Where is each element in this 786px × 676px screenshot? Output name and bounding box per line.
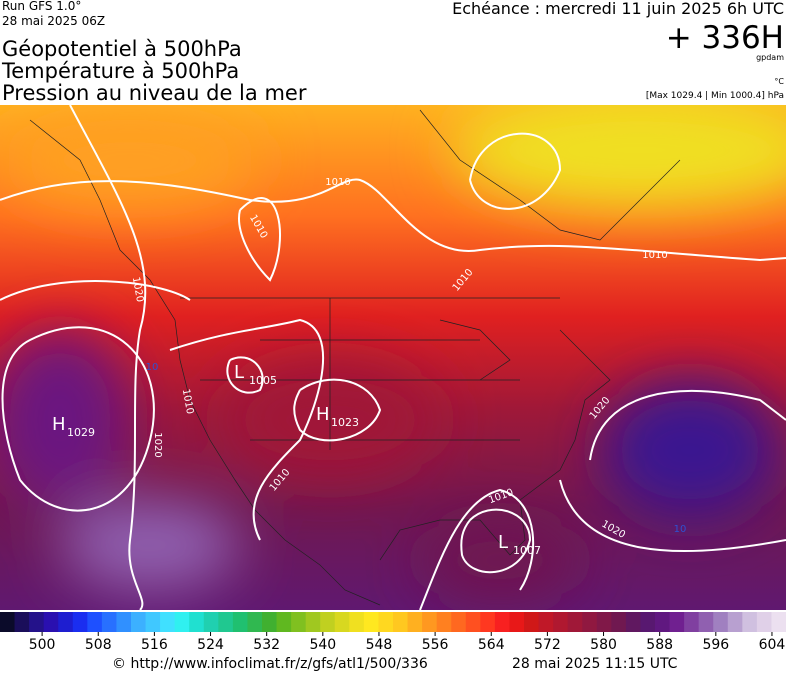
colorbar-swatch (189, 612, 205, 632)
colorbar-tick-label: 524 (197, 637, 224, 653)
colorbar-swatch (58, 612, 74, 632)
colorbar-tick-label: 588 (646, 637, 673, 653)
unit: gpdam (756, 53, 784, 62)
colorbar-swatch (436, 612, 452, 632)
pressure-center-value: 1005 (249, 374, 277, 387)
isobar-label: 1020 (152, 432, 163, 457)
colorbar-swatch (451, 612, 467, 632)
pressure-range: [Max 1029.4 | Min 1000.4] hPa (646, 91, 784, 101)
colorbar-tick-label: 540 (309, 637, 336, 653)
colorbar-swatch (509, 612, 525, 632)
colorbar-swatch (669, 612, 685, 632)
colorbar-swatch (160, 612, 176, 632)
pressure-center-value: 1029 (67, 426, 95, 439)
isotherm-label: 10 (674, 524, 687, 535)
colorbar-tick-label: 548 (366, 637, 393, 653)
colorbar: 500 508 516 524 532 540 548 556 564 572 580 588 596 6… (0, 612, 786, 653)
colorbar-swatch (0, 612, 16, 632)
colorbar-swatch (131, 612, 147, 632)
lead-time: + 336H (666, 20, 784, 56)
colorbar-swatch (480, 612, 496, 632)
colorbar-swatch (596, 612, 612, 632)
colorbar-swatch (14, 612, 30, 632)
colorbar-tick-label: 596 (702, 637, 729, 653)
colorbar-swatch (494, 612, 510, 632)
colorbar-swatch (698, 612, 714, 632)
colorbar-tick-label: 580 (590, 637, 617, 653)
isobar-label: 1010 (642, 250, 667, 261)
unit: °C (774, 77, 784, 86)
colorbar-swatch (262, 612, 278, 632)
colorbar-swatch (742, 612, 758, 632)
pressure-center: L (498, 532, 508, 553)
colorbar-swatch (218, 612, 234, 632)
isobar-label: 1010 (325, 177, 350, 188)
colorbar-tick-label: 564 (478, 637, 505, 653)
colorbar-swatch (771, 612, 786, 632)
colorbar-swatch (291, 612, 307, 632)
pressure-center-value: 1023 (331, 416, 359, 429)
colorbar-swatch (320, 612, 336, 632)
colorbar-swatch (684, 612, 700, 632)
colorbar-swatch (422, 612, 438, 632)
pressure-center: H (52, 414, 66, 435)
forecast: Echéance : mercredi 11 juin 2025 6h UTC (452, 0, 784, 18)
colorbar-swatch (101, 612, 117, 632)
colorbar-swatch (305, 612, 321, 632)
footer-timestamp: 28 mai 2025 11:15 UTC (512, 656, 678, 672)
isotherm-label: 10 (146, 362, 159, 373)
colorbar-swatch (611, 612, 627, 632)
pressure-center: L (234, 362, 244, 383)
isobar-label: 1020 (130, 276, 145, 303)
colorbar-swatch (378, 612, 394, 632)
colorbar-tick-label: 500 (29, 637, 56, 653)
colorbar-swatch (232, 612, 248, 632)
pressure-center: H (316, 404, 330, 425)
colorbar-swatch (582, 612, 598, 632)
colorbar-swatch (756, 612, 772, 632)
colorbar-tick-label: 604 (759, 637, 786, 653)
colorbar-swatch (72, 612, 88, 632)
colorbar-swatch (363, 612, 379, 632)
colorbar-swatch (640, 612, 656, 632)
colorbar-tick-label: 556 (422, 637, 449, 653)
colorbar-tick-label: 572 (534, 637, 561, 653)
colorbar-swatch (276, 612, 292, 632)
title: Pression au niveau de la mer (2, 81, 307, 105)
colorbar-swatch (567, 612, 583, 632)
colorbar-swatch (116, 612, 132, 632)
title: Géopotentiel à 500hPa (2, 37, 242, 61)
colorbar-swatch (43, 612, 59, 632)
colorbar-swatch (727, 612, 743, 632)
run-date: 28 mai 2025 06Z (2, 14, 105, 28)
colorbar-tick-label: 532 (253, 637, 280, 653)
colorbar-swatch (538, 612, 554, 632)
colorbar-swatch (247, 612, 263, 632)
colorbar-swatch (334, 612, 350, 632)
colorbar-swatch (349, 612, 365, 632)
colorbar-swatch (145, 612, 161, 632)
colorbar-swatch (87, 612, 103, 632)
colorbar-swatch (203, 612, 219, 632)
isobar-label: 1010 (180, 388, 195, 415)
title: Température à 500hPa (1, 59, 239, 83)
colorbar-swatch (465, 612, 481, 632)
run: Run GFS 1.0° (2, 0, 81, 13)
colorbar-tick-label: 516 (141, 637, 168, 653)
colorbar-swatch (174, 612, 190, 632)
colorbar-swatch (553, 612, 569, 632)
colorbar-swatch (393, 612, 409, 632)
colorbar-swatch (407, 612, 423, 632)
colorbar-swatch (524, 612, 540, 632)
pressure-center-value: 1007 (513, 544, 541, 557)
colorbar-swatch (713, 612, 729, 632)
colorbar-swatch (625, 612, 641, 632)
colorbar-tick-label: 508 (85, 637, 112, 653)
map (0, 105, 786, 610)
colorbar-swatch (29, 612, 45, 632)
colorbar-swatch (655, 612, 671, 632)
footer-url: © http://www.infoclimat.fr/z/gfs/atl1/50… (112, 656, 428, 672)
